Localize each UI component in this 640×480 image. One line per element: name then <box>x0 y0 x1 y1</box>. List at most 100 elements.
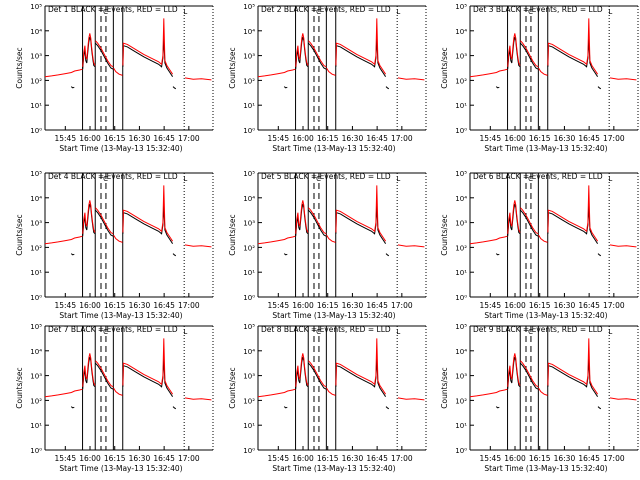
series-lld-line <box>82 33 96 67</box>
x-axis-label: Start Time (13-May-13 15:32:40) <box>59 144 182 153</box>
x-tick-label: 16:45 <box>366 454 388 463</box>
panel-det-8: Det 8 BLACK = Events, RED = LLD10⁰10¹10²… <box>228 323 427 473</box>
y-tick-label: 10² <box>30 77 42 85</box>
marker-label-c: C <box>528 175 533 183</box>
series-lld-line <box>538 387 548 396</box>
y-tick-label: 10³ <box>30 53 42 61</box>
x-tick-label: 17:00 <box>603 134 625 143</box>
x-tick-label: 16:30 <box>554 301 576 310</box>
x-tick-label: 16:15 <box>104 301 126 310</box>
series-lld-line <box>82 200 96 234</box>
series-lld-line <box>257 388 296 398</box>
series-lld-line <box>520 207 539 235</box>
x-tick-label: 16:30 <box>554 454 576 463</box>
series-events-line <box>70 86 75 89</box>
series-events-line <box>547 205 599 244</box>
series-events-line <box>283 253 288 256</box>
marker-label-c: C <box>103 175 108 183</box>
series-events-line <box>597 253 602 257</box>
series-lld-line <box>335 185 387 242</box>
series-lld-line <box>538 67 548 76</box>
x-tick-label: 16:15 <box>317 454 339 463</box>
x-tick-label: 17:00 <box>391 301 413 310</box>
series-lld-line <box>95 207 114 235</box>
series-lld-line <box>609 244 637 248</box>
y-tick-label: 10¹ <box>30 269 42 277</box>
x-tick-label: 15:45 <box>267 301 289 310</box>
marker-label-c: C <box>528 8 533 16</box>
series-events-line <box>547 38 599 77</box>
series-lld-line <box>308 360 327 388</box>
y-tick-label: 10⁴ <box>30 348 42 356</box>
y-tick-label: 10⁴ <box>243 195 255 203</box>
series-events-line <box>335 205 387 244</box>
x-tick-label: 16:30 <box>554 134 576 143</box>
series-lld-line <box>184 397 212 401</box>
y-tick-label: 10³ <box>30 220 42 228</box>
marker-label-l: L <box>396 328 400 336</box>
y-tick-label: 10² <box>243 244 255 252</box>
panel-det-1: Det 1 BLACK = Events, RED = LLD10⁰10¹10²… <box>15 3 214 153</box>
y-tick-label: 10² <box>243 77 255 85</box>
marker-label-l: L <box>608 175 612 183</box>
marker-label-l: L <box>183 328 187 336</box>
x-tick-label: 17:00 <box>603 454 625 463</box>
y-tick-label: 10⁰ <box>243 127 255 135</box>
series-lld-line <box>184 244 212 248</box>
y-tick-label: 10¹ <box>243 269 255 277</box>
x-axis-label: Start Time (13-May-13 15:32:40) <box>272 464 395 473</box>
x-tick-label: 17:00 <box>178 301 200 310</box>
y-tick-label: 10⁵ <box>243 170 255 178</box>
y-tick-label: 10⁵ <box>30 323 42 331</box>
series-events-line <box>172 86 177 90</box>
series-lld-line <box>547 18 599 75</box>
marker-label-c: C <box>103 8 108 16</box>
y-tick-label: 10⁴ <box>455 195 467 203</box>
x-tick-label: 15:45 <box>54 301 76 310</box>
y-tick-label: 10⁴ <box>30 195 42 203</box>
x-tick-label: 16:15 <box>529 454 551 463</box>
marker-label-l: L <box>183 175 187 183</box>
y-tick-label: 10² <box>455 397 467 405</box>
x-tick-label: 16:45 <box>578 301 600 310</box>
series-events-line <box>520 362 539 390</box>
x-tick-label: 17:00 <box>391 134 413 143</box>
panel-det-6: Det 6 BLACK = Events, RED = LLD10⁰10¹10²… <box>440 170 639 320</box>
y-tick-label: 10³ <box>455 373 467 381</box>
x-tick-label: 16:00 <box>79 454 101 463</box>
y-axis-label: Counts/sec <box>15 367 24 408</box>
y-axis-label: Counts/sec <box>228 47 237 88</box>
series-events-line <box>385 253 390 257</box>
x-axis-label: Start Time (13-May-13 15:32:40) <box>272 311 395 320</box>
x-axis-label: Start Time (13-May-13 15:32:40) <box>59 464 182 473</box>
y-axis-label: Counts/sec <box>440 47 449 88</box>
y-tick-label: 10¹ <box>455 102 467 110</box>
series-events-line <box>597 86 602 90</box>
series-lld-line <box>507 353 521 387</box>
x-tick-label: 16:30 <box>129 134 151 143</box>
series-lld-line <box>122 185 174 242</box>
x-tick-label: 16:00 <box>292 454 314 463</box>
y-tick-label: 10¹ <box>30 422 42 430</box>
series-lld-line <box>257 235 296 245</box>
y-tick-label: 10² <box>455 77 467 85</box>
panel-det-7: Det 7 BLACK = Events, RED = LLD10⁰10¹10²… <box>15 323 214 473</box>
series-lld-line <box>397 244 425 248</box>
series-events-line <box>95 209 114 237</box>
y-tick-label: 10¹ <box>243 422 255 430</box>
series-lld-line <box>295 200 309 234</box>
x-tick-label: 15:45 <box>54 134 76 143</box>
series-lld-line <box>520 360 539 388</box>
y-tick-label: 10⁰ <box>243 447 255 455</box>
x-tick-label: 16:15 <box>317 301 339 310</box>
y-tick-label: 10³ <box>455 220 467 228</box>
x-axis-label: Start Time (13-May-13 15:32:40) <box>272 144 395 153</box>
series-events-line <box>308 362 327 390</box>
series-events-line <box>520 209 539 237</box>
x-tick-label: 16:45 <box>578 134 600 143</box>
series-events-line <box>70 406 75 409</box>
x-axis-label: Start Time (13-May-13 15:32:40) <box>484 464 607 473</box>
series-events-line <box>122 38 174 77</box>
series-events-line <box>70 253 75 256</box>
series-lld-line <box>335 18 387 75</box>
